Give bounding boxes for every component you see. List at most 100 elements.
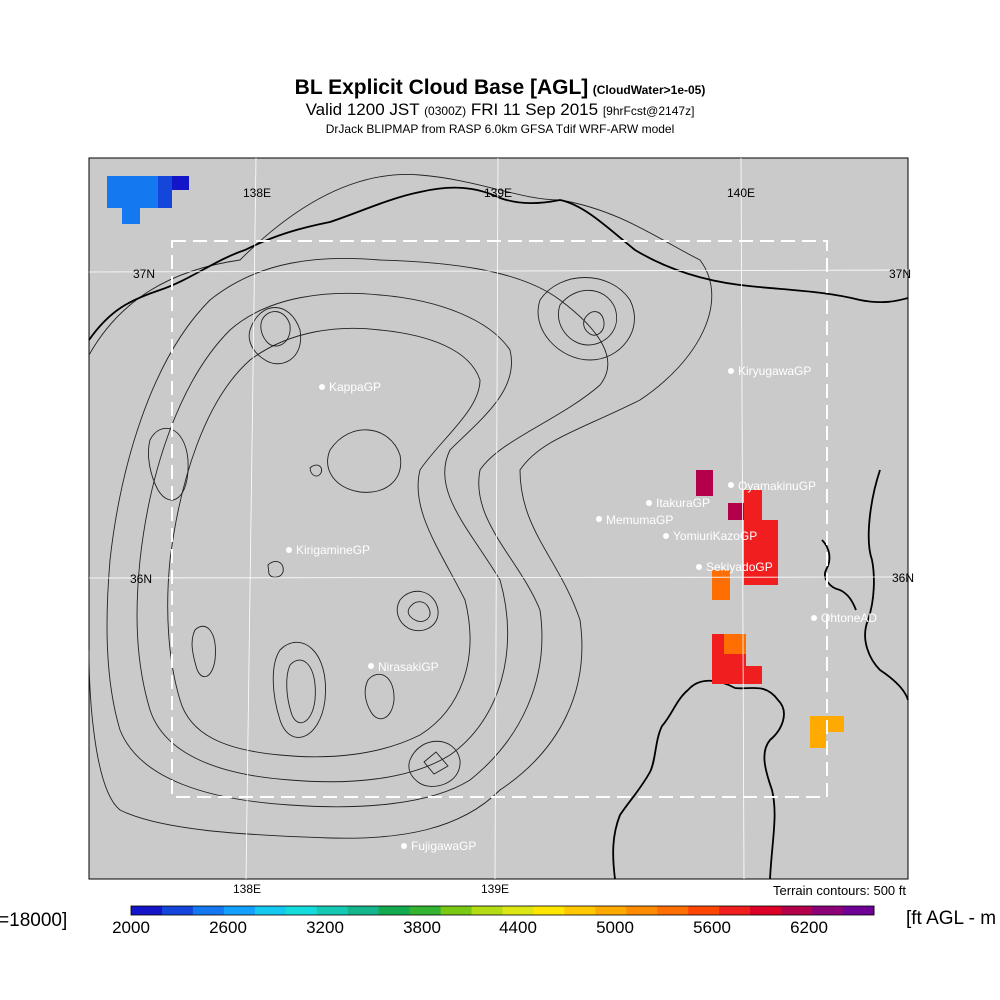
colorbar-unit-label: [ft AGL - m	[906, 908, 997, 929]
colorbar-swatch	[378, 906, 411, 915]
colorbar-tick: 3800	[403, 918, 441, 937]
colorbar-swatch	[502, 906, 534, 915]
cell-red	[762, 520, 778, 585]
site-label: FujigawaGP	[411, 839, 476, 853]
valid-prefix: Valid 1200 JST	[305, 100, 420, 119]
colorbar-tick: 3200	[306, 918, 344, 937]
parallel-36n	[88, 576, 909, 579]
colorbar-swatch	[719, 906, 751, 915]
contour-outer	[88, 174, 713, 839]
cell-orange	[724, 634, 746, 654]
site-memumagp[interactable]: MemumaGP	[596, 513, 673, 527]
site-dot	[286, 547, 292, 553]
lon-label-top: 140E	[727, 186, 755, 200]
domain-boundary	[171, 240, 828, 798]
colorbar-tick: 2600	[209, 918, 247, 937]
site-dot	[811, 615, 817, 621]
site-dot	[646, 500, 652, 506]
colorbar-swatch	[843, 906, 875, 915]
meridian-140e	[740, 157, 745, 880]
colorbar-swatch	[440, 906, 473, 915]
colorbar-swatch	[192, 906, 225, 915]
colorbar-max-label: ax=18000]	[0, 910, 67, 932]
colorbar-swatch	[533, 906, 565, 915]
colorbar-swatch	[409, 906, 442, 915]
site-yomiurikazogp[interactable]: YomiuriKazoGP	[663, 529, 757, 543]
map-title: BL Explicit Cloud Base [AGL] (CloudWater…	[0, 76, 1000, 100]
site-nirasakigp[interactable]: NirasakiGP	[368, 660, 439, 674]
site-kappagp[interactable]: KappaGP	[319, 380, 381, 394]
contour-peak	[583, 311, 605, 336]
title-main: BL Explicit Cloud Base [AGL]	[294, 76, 589, 99]
cell-red	[728, 503, 744, 520]
valid-date: FRI 11 Sep 2015	[470, 100, 599, 119]
site-itakuragp[interactable]: ItakuraGP	[646, 496, 710, 510]
site-ohtonead[interactable]: OhtoneAD	[811, 611, 877, 625]
coastline	[88, 186, 909, 880]
site-label: KappaGP	[329, 380, 381, 394]
lat-label-left: 36N	[130, 572, 152, 586]
parallel-37n	[88, 269, 909, 273]
colorbar-swatch	[812, 906, 844, 915]
lat-label-right: 37N	[889, 267, 911, 281]
coastline-bay	[687, 679, 785, 880]
site-label: OyamakinuGP	[738, 479, 816, 493]
colorbar-swatch	[223, 906, 256, 915]
valid-utc: (0300Z)	[424, 104, 467, 118]
site-label: YomiuriKazoGP	[673, 529, 757, 543]
site-label: ItakuraGP	[656, 496, 710, 510]
colorbar-swatch	[626, 906, 658, 915]
title-qualifier: (CloudWater>1e-05)	[592, 83, 706, 97]
site-sekiyadogp[interactable]: SekiyadoGP	[696, 560, 773, 574]
contour-inner	[167, 327, 481, 758]
contour-peak	[407, 601, 431, 623]
site-dot	[368, 663, 374, 669]
cloudbase-cells	[107, 176, 844, 748]
site-label: KiryugawaGP	[738, 364, 811, 378]
colorbar-swatch	[131, 906, 163, 915]
cell-blue	[107, 176, 159, 208]
contour-inner	[136, 292, 512, 783]
site-fujigawagp[interactable]: FujigawaGP	[401, 839, 476, 853]
colorbar-swatch	[161, 906, 194, 915]
colorbar-swatch	[657, 906, 689, 915]
cell-orange	[712, 570, 730, 600]
contour-peak	[537, 277, 635, 361]
colorbar-swatch	[285, 906, 318, 915]
cell-blue	[158, 176, 172, 208]
cell-red	[746, 666, 762, 684]
site-label: NirasakiGP	[378, 660, 439, 674]
contour-peak	[267, 561, 284, 578]
site-label: SekiyadoGP	[706, 560, 773, 574]
colorbar-max-text: ax=18000]	[0, 910, 68, 931]
site-dot	[401, 843, 407, 849]
cell-blue	[172, 176, 189, 190]
lon-label-bottom: 138E	[233, 882, 261, 896]
site-label: KirigamineGP	[296, 543, 370, 557]
cell-yellow	[826, 716, 844, 732]
contour-peak	[272, 641, 326, 738]
contour-peak	[396, 590, 439, 632]
colorbar-swatch	[595, 906, 627, 915]
colorbar-swatch	[750, 906, 782, 915]
site-dot	[728, 482, 734, 488]
site-label: MemumaGP	[606, 513, 673, 527]
cell-red	[744, 490, 762, 585]
contour-peak	[309, 464, 323, 477]
colorbar-swatch	[781, 906, 813, 915]
site-kirigaminegp[interactable]: KirigamineGP	[286, 543, 370, 557]
colorbar-swatch	[347, 906, 380, 915]
site-kiryugawagp[interactable]: KiryugawaGP	[728, 364, 811, 378]
lon-label-top: 138E	[243, 186, 271, 200]
site-oyamakinugp[interactable]: OyamakinuGP	[728, 479, 816, 493]
contour-peak	[423, 751, 449, 775]
meridian-138e	[245, 157, 257, 880]
contour-peak	[191, 625, 216, 677]
lat-label-right: 36N	[892, 571, 914, 585]
site-dot	[728, 368, 734, 374]
colorbar-tick: 2000	[112, 918, 150, 937]
model-info: DrJack BLIPMAP from RASP 6.0km GFSA Tdif…	[325, 122, 675, 136]
contour-peak	[327, 429, 402, 493]
site-dot	[596, 516, 602, 522]
